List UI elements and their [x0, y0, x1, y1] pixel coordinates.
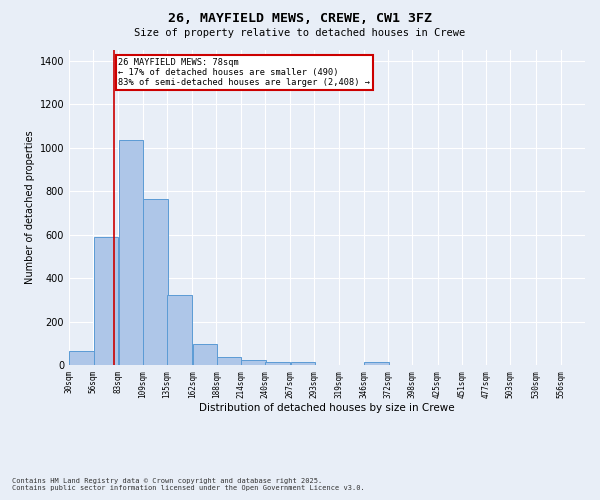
- Bar: [265, 362, 290, 365]
- Bar: [241, 360, 266, 365]
- Bar: [193, 344, 217, 365]
- Bar: [94, 237, 118, 365]
- Text: Size of property relative to detached houses in Crewe: Size of property relative to detached ho…: [134, 28, 466, 38]
- Bar: [217, 356, 241, 365]
- Bar: [70, 351, 94, 365]
- Bar: [119, 140, 143, 365]
- Y-axis label: Number of detached properties: Number of detached properties: [25, 130, 35, 284]
- Bar: [290, 362, 315, 365]
- Bar: [364, 362, 389, 365]
- Bar: [143, 199, 167, 365]
- Text: 26 MAYFIELD MEWS: 78sqm
← 17% of detached houses are smaller (490)
83% of semi-d: 26 MAYFIELD MEWS: 78sqm ← 17% of detache…: [118, 58, 370, 88]
- Text: 26, MAYFIELD MEWS, CREWE, CW1 3FZ: 26, MAYFIELD MEWS, CREWE, CW1 3FZ: [168, 12, 432, 26]
- Text: Contains HM Land Registry data © Crown copyright and database right 2025.
Contai: Contains HM Land Registry data © Crown c…: [12, 478, 365, 491]
- X-axis label: Distribution of detached houses by size in Crewe: Distribution of detached houses by size …: [199, 403, 455, 413]
- Bar: [167, 296, 192, 365]
